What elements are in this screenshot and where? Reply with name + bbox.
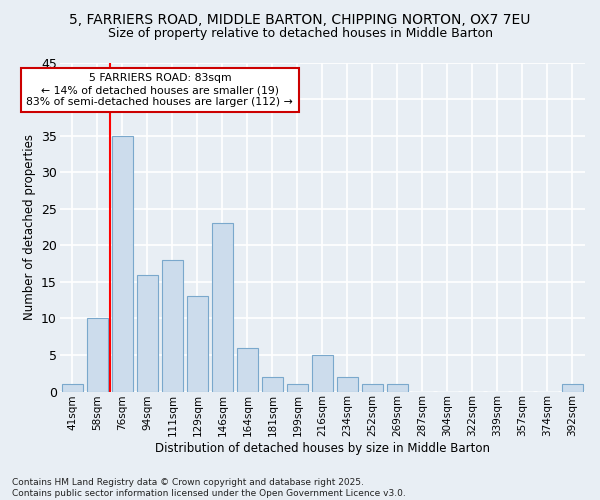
Bar xyxy=(86,318,108,392)
Bar xyxy=(337,377,358,392)
Bar xyxy=(562,384,583,392)
Bar xyxy=(62,384,83,392)
Bar xyxy=(137,274,158,392)
Bar xyxy=(212,224,233,392)
Text: Contains HM Land Registry data © Crown copyright and database right 2025.
Contai: Contains HM Land Registry data © Crown c… xyxy=(12,478,406,498)
Text: 5, FARRIERS ROAD, MIDDLE BARTON, CHIPPING NORTON, OX7 7EU: 5, FARRIERS ROAD, MIDDLE BARTON, CHIPPIN… xyxy=(70,12,530,26)
Bar xyxy=(312,355,333,392)
Bar xyxy=(237,348,258,392)
Bar xyxy=(387,384,408,392)
X-axis label: Distribution of detached houses by size in Middle Barton: Distribution of detached houses by size … xyxy=(155,442,490,455)
Bar xyxy=(162,260,183,392)
Text: 5 FARRIERS ROAD: 83sqm
← 14% of detached houses are smaller (19)
83% of semi-det: 5 FARRIERS ROAD: 83sqm ← 14% of detached… xyxy=(26,74,293,106)
Bar xyxy=(112,136,133,392)
Bar xyxy=(362,384,383,392)
Bar xyxy=(287,384,308,392)
Text: Size of property relative to detached houses in Middle Barton: Size of property relative to detached ho… xyxy=(107,28,493,40)
Y-axis label: Number of detached properties: Number of detached properties xyxy=(23,134,35,320)
Bar xyxy=(187,296,208,392)
Bar xyxy=(262,377,283,392)
